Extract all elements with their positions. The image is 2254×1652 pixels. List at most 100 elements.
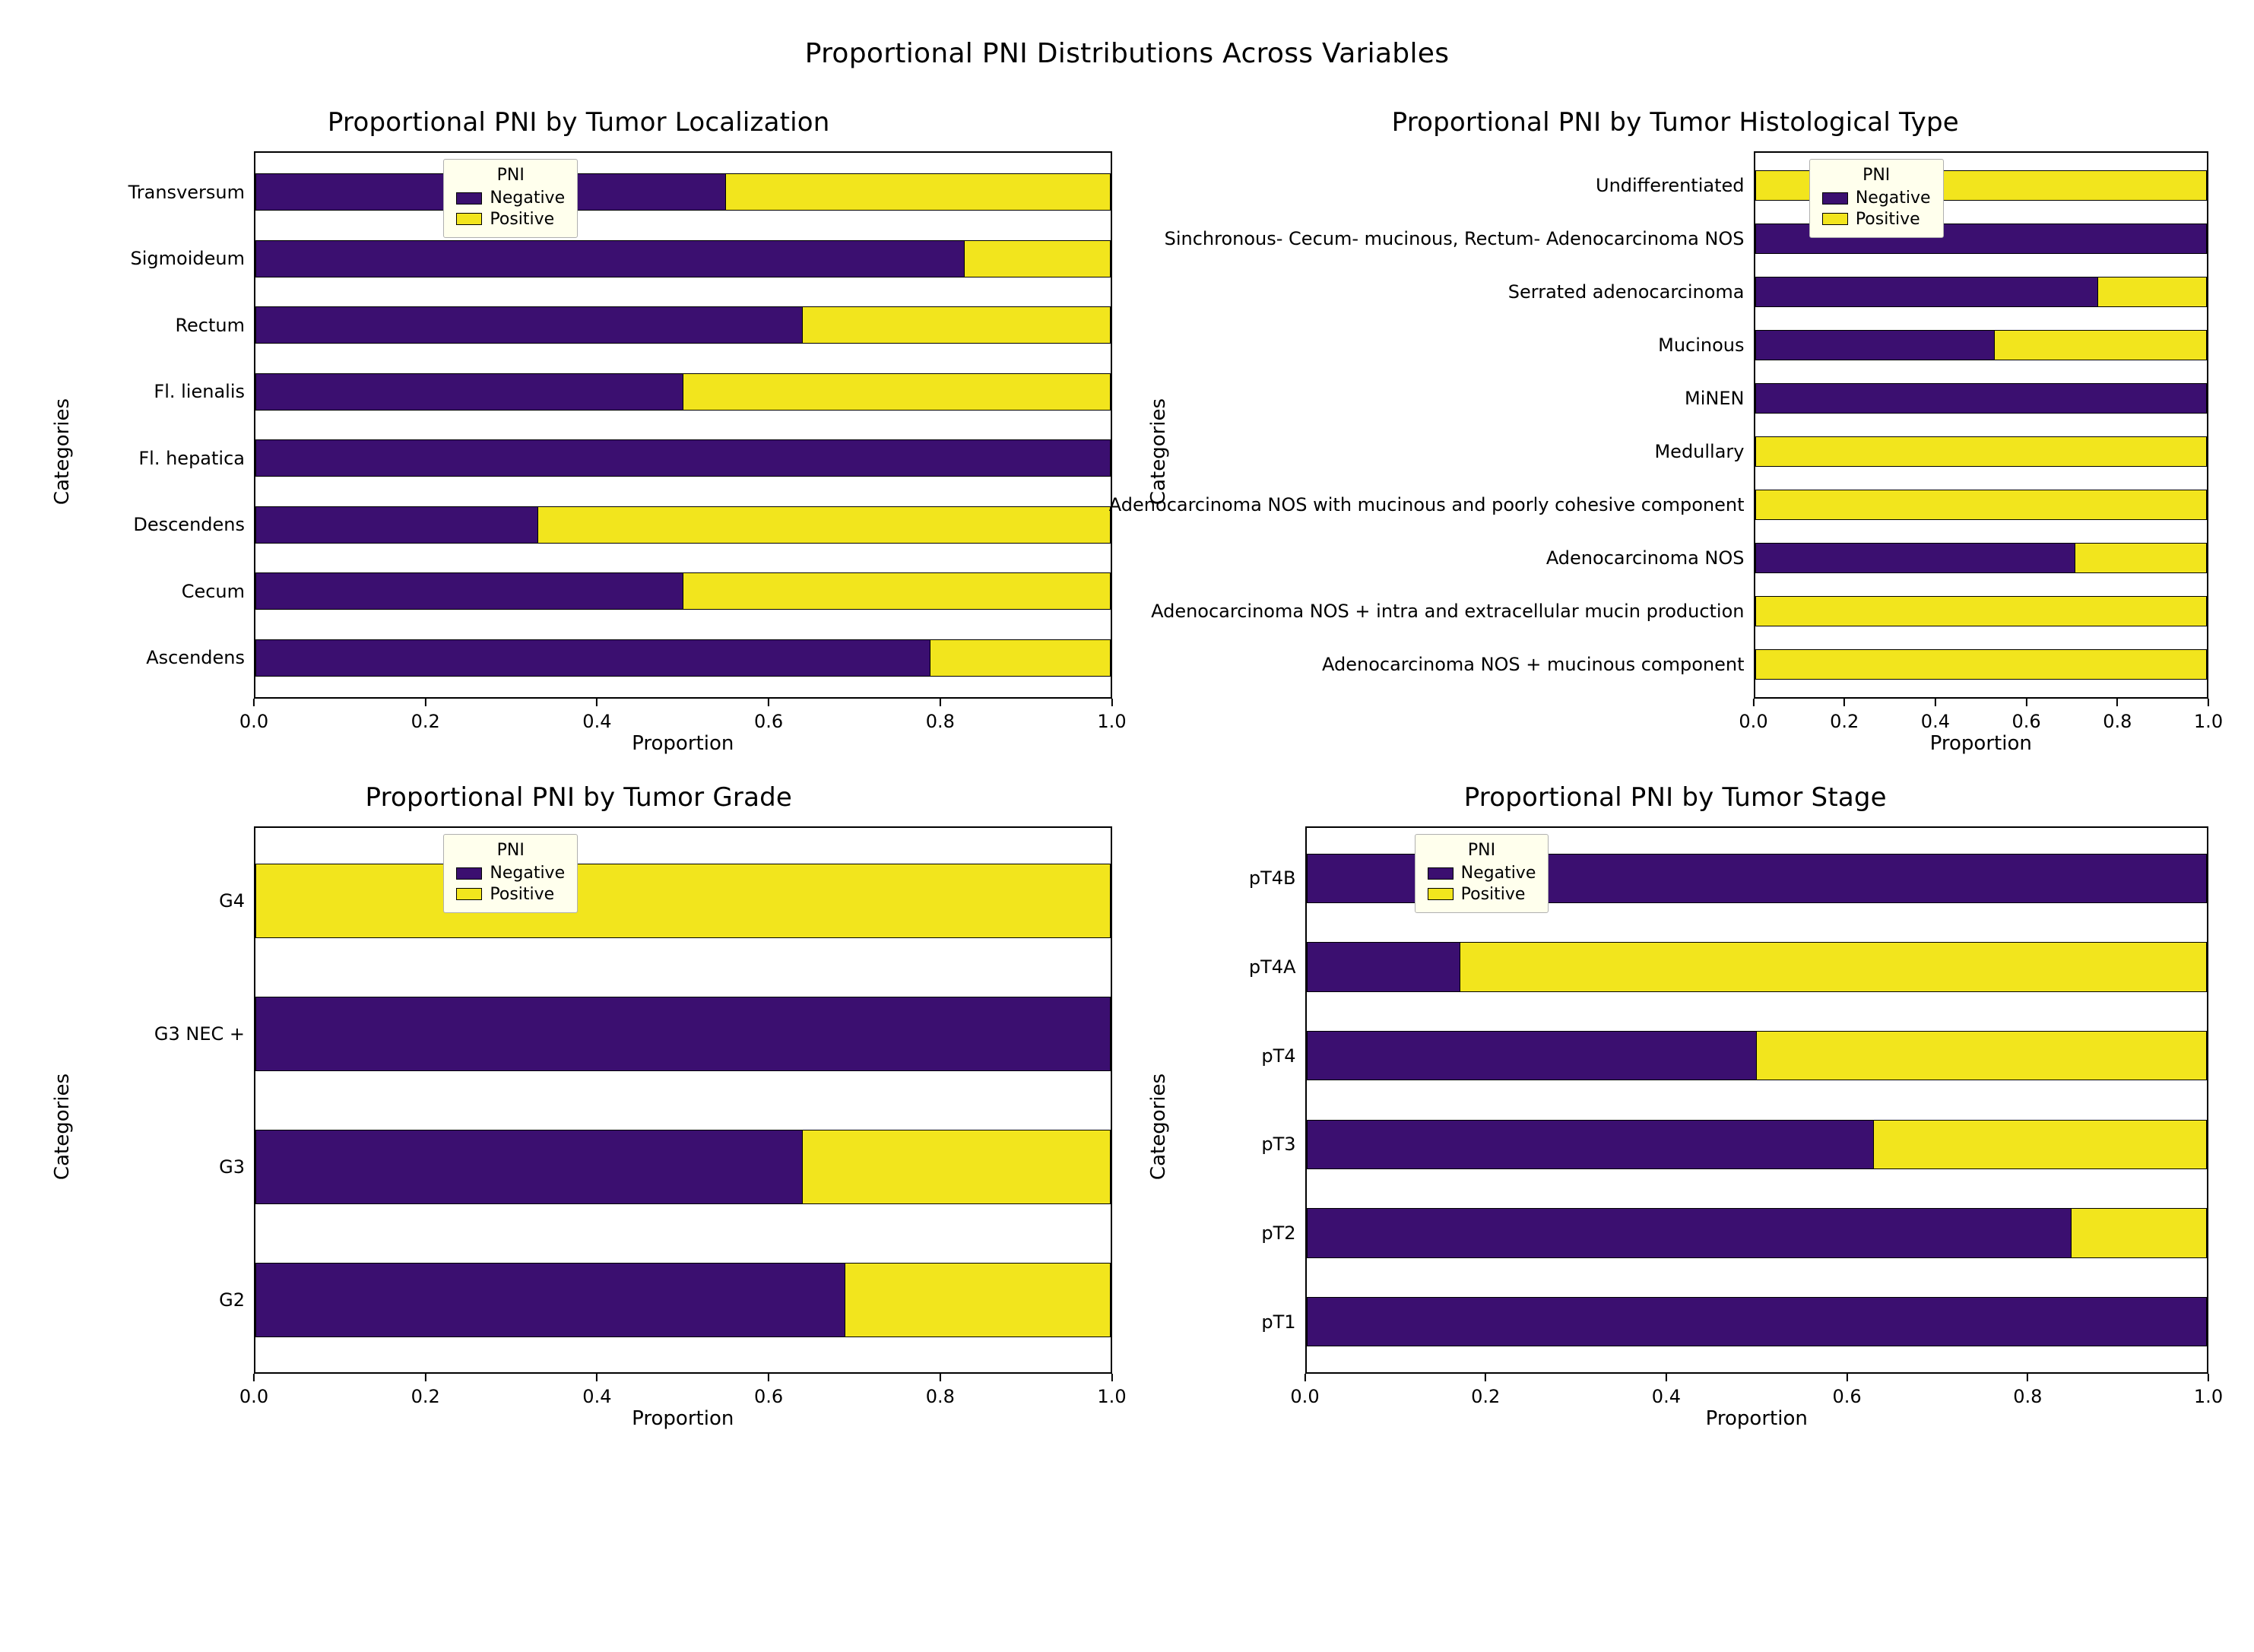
legend-swatch bbox=[1822, 213, 1848, 225]
y-axis-label: Categories bbox=[51, 1073, 74, 1180]
tick-mark bbox=[768, 699, 769, 706]
segment-positive bbox=[2097, 277, 2206, 306]
stacked-bar bbox=[1755, 436, 2208, 466]
legend-item: Positive bbox=[456, 884, 565, 905]
legend-swatch bbox=[1428, 888, 1454, 900]
x-tick: 0.0 bbox=[239, 1374, 268, 1407]
bar-row: Mucinous bbox=[1755, 319, 2208, 372]
bar-row: G2 bbox=[255, 1233, 1111, 1366]
category-label: Adenocarcinoma NOS bbox=[1546, 547, 1755, 569]
segment-negative bbox=[256, 640, 930, 676]
stacked-bar bbox=[1307, 1120, 2208, 1169]
x-tick: 0.4 bbox=[582, 699, 611, 732]
segment-positive bbox=[2071, 1209, 2206, 1257]
tick-mark bbox=[1304, 1374, 1305, 1381]
tick-mark bbox=[940, 699, 941, 706]
x-tick: 1.0 bbox=[2194, 1374, 2223, 1407]
x-tick-label: 1.0 bbox=[1097, 711, 1126, 732]
plot-inner: pT1pT2pT3pT4pT4ApT4BPNINegativePositive0… bbox=[1305, 826, 2209, 1427]
x-tick: 0.4 bbox=[582, 1374, 611, 1407]
segment-positive bbox=[725, 174, 1110, 210]
bar-row: Medullary bbox=[1755, 425, 2208, 478]
category-label: Medullary bbox=[1654, 441, 1755, 462]
segment-positive bbox=[964, 241, 1110, 277]
bar-row: MiNEN bbox=[1755, 372, 2208, 425]
x-tick-label: 1.0 bbox=[2194, 1386, 2223, 1407]
tick-mark bbox=[596, 1374, 598, 1381]
x-tick: 0.8 bbox=[2013, 1374, 2042, 1407]
x-tick: 0.2 bbox=[411, 1374, 440, 1407]
tick-mark bbox=[2208, 699, 2209, 706]
bar-row: Cecum bbox=[255, 558, 1111, 625]
x-tick: 0.6 bbox=[754, 1374, 783, 1407]
category-label: MiNEN bbox=[1685, 388, 1755, 409]
tick-mark bbox=[1935, 699, 1936, 706]
tick-mark bbox=[940, 1374, 941, 1381]
x-axis: 0.00.20.40.60.81.0Proportion bbox=[1305, 1374, 2209, 1427]
category-label: Descendens bbox=[133, 514, 255, 535]
segment-positive bbox=[802, 307, 1110, 343]
stacked-bar bbox=[1755, 649, 2208, 679]
legend-label: Positive bbox=[1461, 884, 1526, 905]
bar-row: Sigmoideum bbox=[255, 226, 1111, 293]
category-label: pT4A bbox=[1249, 956, 1307, 978]
tick-mark bbox=[425, 699, 426, 706]
legend-swatch bbox=[456, 867, 482, 880]
x-axis-label: Proportion bbox=[1706, 1407, 1808, 1430]
tick-mark bbox=[1111, 1374, 1112, 1381]
x-tick-label: 0.8 bbox=[926, 1386, 955, 1407]
stacked-bar bbox=[1307, 1208, 2208, 1257]
x-tick: 0.8 bbox=[926, 1374, 955, 1407]
x-tick: 0.6 bbox=[2012, 699, 2041, 732]
bar-row: pT3 bbox=[1307, 1100, 2208, 1189]
stacked-bar bbox=[1755, 543, 2208, 572]
category-label: Adenocarcinoma NOS + mucinous component bbox=[1322, 654, 1755, 675]
tick-mark bbox=[425, 1374, 426, 1381]
x-tick-label: 0.8 bbox=[2013, 1386, 2042, 1407]
category-label: Sinchronous- Cecum- mucinous, Rectum- Ad… bbox=[1165, 228, 1755, 249]
segment-negative bbox=[1308, 1209, 2071, 1257]
x-tick-label: 0.2 bbox=[1830, 711, 1859, 732]
x-tick: 0.2 bbox=[1471, 1374, 1500, 1407]
x-tick: 0.2 bbox=[1830, 699, 1859, 732]
bar-row: Descendens bbox=[255, 492, 1111, 559]
stacked-bar bbox=[1307, 1031, 2208, 1080]
segment-positive bbox=[1756, 490, 2207, 518]
stacked-bar bbox=[255, 373, 1111, 411]
stacked-bar bbox=[255, 240, 1111, 277]
stacked-bar bbox=[1307, 942, 2208, 991]
x-tick: 0.6 bbox=[1833, 1374, 1862, 1407]
tick-mark bbox=[253, 1374, 255, 1381]
legend-label: Negative bbox=[1461, 863, 1536, 884]
y-axis-label: Categories bbox=[1148, 398, 1171, 505]
segment-positive bbox=[1873, 1121, 2206, 1168]
legend-label: Positive bbox=[1856, 209, 1920, 230]
x-tick-label: 0.6 bbox=[1833, 1386, 1862, 1407]
legend: PNINegativePositive bbox=[443, 159, 578, 238]
legend-swatch bbox=[456, 192, 482, 205]
stacked-bar bbox=[1755, 383, 2208, 413]
legend-label: Positive bbox=[490, 884, 554, 905]
bar-row: Adenocarcinoma NOS + mucinous component bbox=[1755, 638, 2208, 691]
category-label: G3 bbox=[219, 1156, 255, 1178]
y-axis-label-box: Categories bbox=[46, 826, 79, 1427]
segment-negative bbox=[1308, 1298, 2207, 1346]
legend-swatch bbox=[456, 213, 482, 225]
bar-row: pT4 bbox=[1307, 1011, 2208, 1100]
category-label: Adenocarcinoma NOS + intra and extracell… bbox=[1151, 601, 1755, 622]
stacked-bar bbox=[255, 306, 1111, 344]
x-tick: 1.0 bbox=[1097, 1374, 1126, 1407]
category-label: Fl. lienalis bbox=[154, 381, 255, 402]
legend-title: PNI bbox=[456, 166, 565, 185]
panel-grade: Proportional PNI by Tumor GradeCategorie… bbox=[46, 782, 1112, 1427]
bar-row: Rectum bbox=[255, 292, 1111, 359]
x-tick: 0.8 bbox=[926, 699, 955, 732]
plot-frame: Categories Adenocarcinoma NOS + mucinous … bbox=[1143, 151, 2209, 752]
bar-row: pT1 bbox=[1307, 1277, 2208, 1366]
bar-row: Serrated adenocarcinoma bbox=[1755, 265, 2208, 319]
stacked-bar bbox=[255, 173, 1111, 211]
x-tick-label: 0.0 bbox=[1290, 1386, 1319, 1407]
tick-mark bbox=[2027, 1374, 2028, 1381]
panel-localization: Proportional PNI by Tumor LocalizationCa… bbox=[46, 107, 1112, 752]
x-tick: 0.4 bbox=[1921, 699, 1950, 732]
